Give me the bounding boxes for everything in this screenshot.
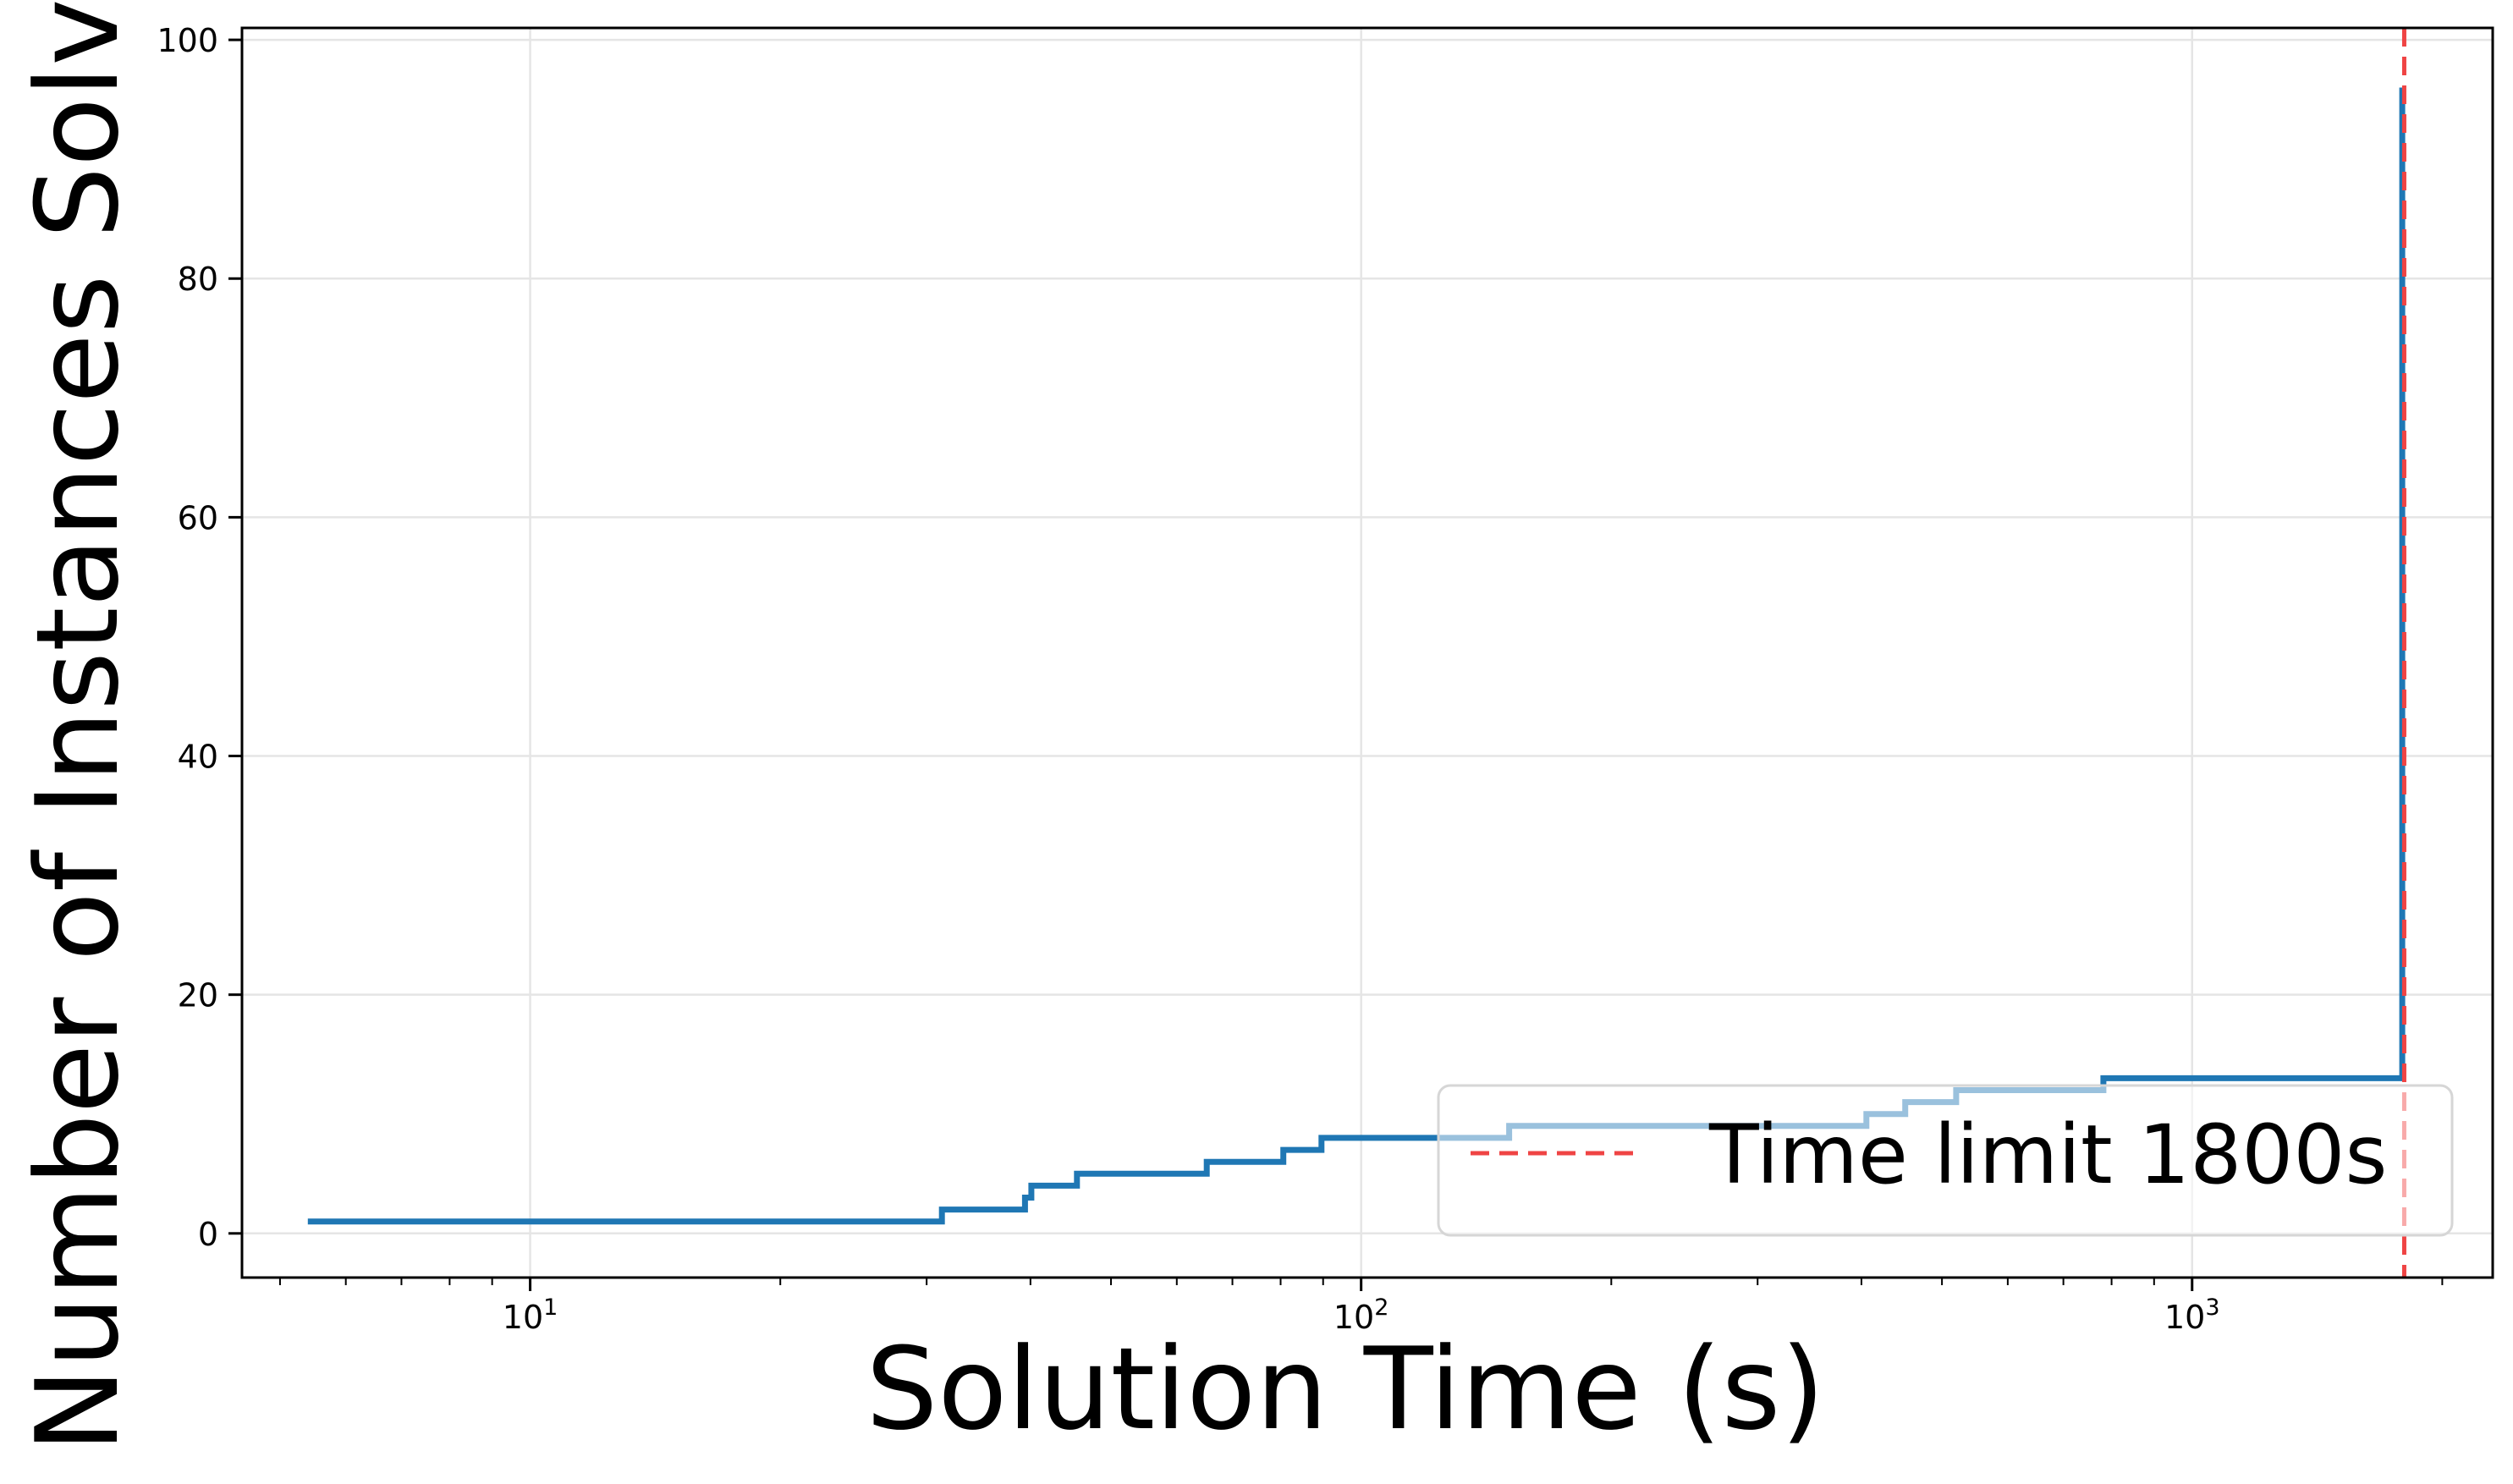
- x-tick-label-1: 102: [1333, 1294, 1389, 1336]
- axis-ticks: 101 102 103 0 20 40 60 80 100: [157, 22, 2444, 1336]
- x-tick-label-0: 101: [503, 1294, 558, 1336]
- y-tick-label-3: 60: [178, 499, 218, 536]
- y-tick-label-0: 0: [198, 1216, 218, 1253]
- y-tick-label-4: 80: [178, 261, 218, 298]
- y-tick-label-1: 20: [178, 977, 218, 1014]
- legend: Time limit 1800s: [1437, 1084, 2454, 1237]
- y-tick-label-2: 40: [178, 739, 218, 776]
- grid-lines: [242, 28, 2493, 1278]
- y-axis-title: Number of Instances Solv: [12, 0, 144, 1453]
- x-axis-title: Solution Time (s): [866, 1323, 1824, 1455]
- legend-label-time-limit: Time limit 1800s: [1708, 1108, 2387, 1202]
- plot-frame: [240, 26, 2494, 1279]
- x-tick-label-2: 103: [2164, 1294, 2220, 1336]
- legend-box: [1437, 1084, 2454, 1237]
- y-tick-label-5: 100: [157, 22, 218, 59]
